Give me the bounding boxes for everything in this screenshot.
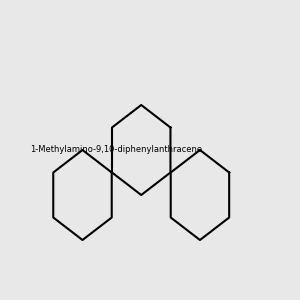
Text: 1-Methylamino-9,10-diphenylanthracene: 1-Methylamino-9,10-diphenylanthracene xyxy=(30,146,202,154)
